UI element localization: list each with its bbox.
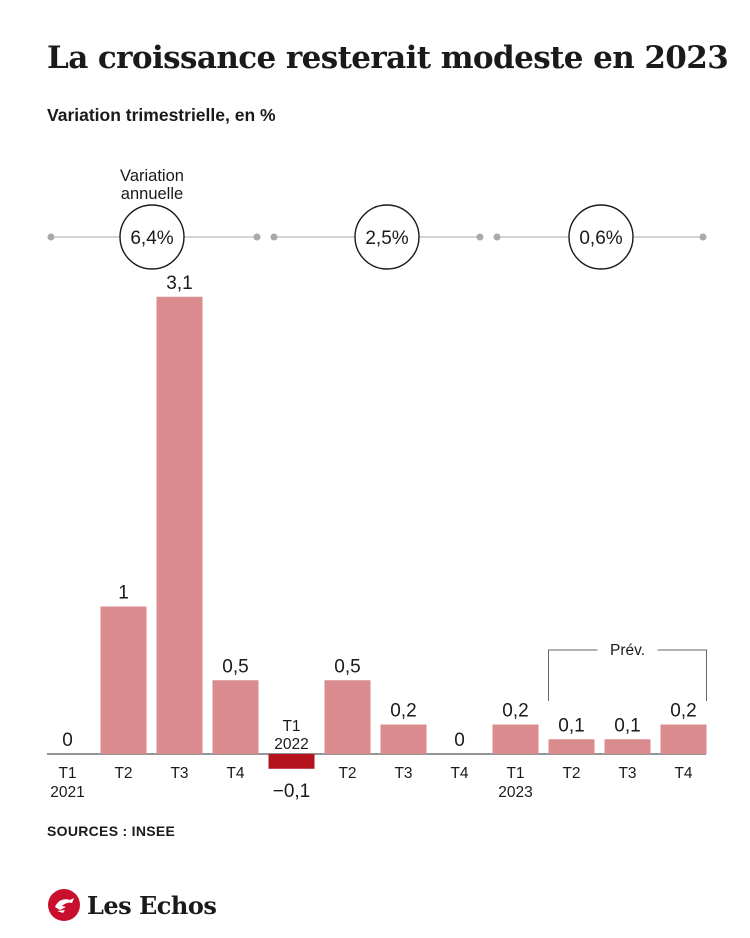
category-year-label: 2022 <box>274 736 308 753</box>
bar <box>660 724 707 754</box>
bar-value-label: 0,1 <box>558 715 584 736</box>
bar-value-label: 0,5 <box>222 656 248 677</box>
bar-value-label: −0,1 <box>273 781 311 802</box>
category-label: T2 <box>338 765 356 782</box>
annual-line-dot <box>476 233 484 241</box>
bar <box>604 739 651 754</box>
bar <box>100 606 147 754</box>
category-year-label: 2021 <box>50 784 84 801</box>
category-label: T2 <box>562 765 580 782</box>
chart-subtitle: Variation trimestrielle, en % <box>47 105 276 125</box>
bar-value-label: 0,2 <box>390 701 416 722</box>
bar <box>492 724 539 754</box>
category-label: T1 <box>58 765 76 782</box>
bar <box>548 739 595 754</box>
forecast-label: Prév. <box>610 642 645 659</box>
bar <box>268 754 315 769</box>
bar-value-label: 0 <box>62 730 73 751</box>
category-label: T4 <box>226 765 244 782</box>
category-label: T3 <box>394 765 412 782</box>
bar <box>380 724 427 754</box>
brand-logo: Les Echos <box>47 888 217 922</box>
bar <box>156 296 203 754</box>
category-label: T2 <box>114 765 132 782</box>
bar <box>212 680 259 754</box>
annual-circle <box>119 204 185 270</box>
category-label: T3 <box>618 765 636 782</box>
category-label: T1 <box>282 718 300 735</box>
annual-heading-line: Variation <box>120 167 184 185</box>
category-label: T4 <box>450 765 468 782</box>
annual-line-dot <box>493 233 501 241</box>
bar <box>324 680 371 754</box>
category-label: T1 <box>506 765 524 782</box>
annual-line-dot <box>47 233 55 241</box>
source-note: SOURCES : INSEE <box>47 823 176 839</box>
annual-line-dot <box>270 233 278 241</box>
annual-line-dot <box>253 233 261 241</box>
category-label: T3 <box>170 765 188 782</box>
bar-value-label: 1 <box>118 583 129 604</box>
category-label: T4 <box>674 765 692 782</box>
les-echos-logo-icon <box>48 889 80 921</box>
annual-value: 0,6% <box>579 228 622 249</box>
brand-name: Les Echos <box>87 890 217 920</box>
bar-value-label: 3,1 <box>166 273 192 294</box>
annual-value: 6,4% <box>130 228 173 249</box>
category-year-label: 2023 <box>498 784 532 801</box>
annual-circle <box>354 204 420 270</box>
bar-value-label: 0,2 <box>670 701 696 722</box>
bar-value-label: 0,2 <box>502 701 528 722</box>
annual-line-dot <box>699 233 707 241</box>
bar-value-label: 0 <box>454 730 465 751</box>
annual-value: 2,5% <box>365 228 408 249</box>
forecast-bracket-left <box>548 649 598 701</box>
annual-heading-line: annuelle <box>121 185 183 203</box>
forecast-bracket-right <box>657 649 707 701</box>
bar-chart: 0T120211T23,1T30,5T4−0,1T120220,5T20,2T3… <box>47 167 707 802</box>
chart-title: La croissance resterait modeste en 2023 <box>47 40 729 76</box>
bar-value-label: 0,1 <box>614 715 640 736</box>
bar-value-label: 0,5 <box>334 656 360 677</box>
annual-circle <box>568 204 634 270</box>
